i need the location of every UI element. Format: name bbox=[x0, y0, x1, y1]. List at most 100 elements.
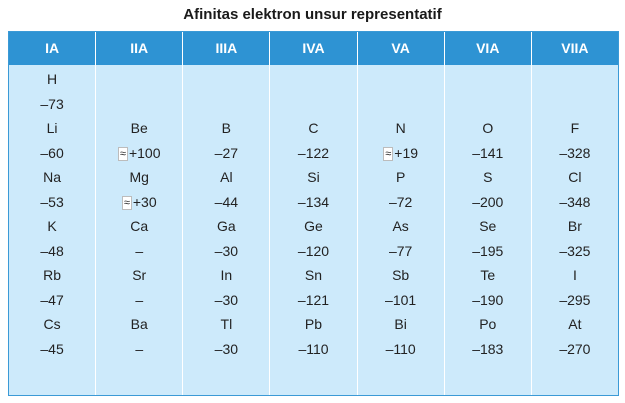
affinity-value-text: –110 bbox=[385, 341, 416, 357]
affinity-value: –47 bbox=[9, 288, 95, 312]
affinity-value: –270 bbox=[532, 337, 618, 361]
affinity-value bbox=[270, 92, 356, 116]
element-symbol: N bbox=[395, 120, 406, 136]
element-symbol: K bbox=[47, 218, 57, 234]
affinity-value-text: – bbox=[135, 341, 144, 357]
affinity-value: –122 bbox=[270, 141, 356, 165]
table-body: H –73 Li –60 Na –53 K –48 Rb –47 Cs –45 Be ≈ +100 Mg ≈ +3… bbox=[9, 65, 618, 395]
element-symbol: Se bbox=[479, 218, 497, 234]
affinity-value-text: –77 bbox=[388, 243, 413, 259]
affinity-value: –328 bbox=[532, 141, 618, 165]
affinity-value-text: –120 bbox=[297, 243, 330, 259]
affinity-value: –48 bbox=[9, 239, 95, 263]
group-column: F –328 Cl –348 Br –325 I –295 At –270 bbox=[532, 65, 618, 395]
element-symbol bbox=[445, 67, 531, 91]
header-group-ia: IA bbox=[9, 32, 97, 65]
affinity-value: –30 bbox=[183, 239, 269, 263]
affinity-value-text: –30 bbox=[214, 243, 239, 259]
group-column: B –27 Al –44 Ga –30 In –30 Tl –30 bbox=[183, 65, 271, 395]
table-title: Afinitas elektron unsur representatif bbox=[183, 6, 442, 23]
element-symbol: Tl bbox=[220, 316, 233, 332]
affinity-value: ≈ +30 bbox=[96, 190, 182, 214]
affinity-value: –121 bbox=[270, 288, 356, 312]
electron-affinity-table: IA IIA IIIA IVA VA VIA VIIA H –73 Li –60 Na –… bbox=[8, 31, 619, 396]
element-symbol: S bbox=[483, 169, 493, 185]
affinity-value: –295 bbox=[532, 288, 618, 312]
element-symbol bbox=[183, 67, 269, 91]
element-symbol: Te bbox=[480, 267, 496, 283]
approx-icon: ≈ bbox=[117, 147, 128, 161]
affinity-value: –30 bbox=[183, 337, 269, 361]
header-row: IA IIA IIIA IVA VA VIA VIIA bbox=[9, 32, 618, 65]
approx-icon: ≈ bbox=[383, 147, 394, 161]
group-column: C –122 Si –134 Ge –120 Sn –121 Pb –110 bbox=[270, 65, 358, 395]
affinity-value bbox=[445, 92, 531, 116]
affinity-value-text: –30 bbox=[214, 292, 239, 308]
element-symbol: C bbox=[308, 120, 319, 136]
affinity-value-text: –295 bbox=[559, 292, 591, 308]
affinity-value-text: – bbox=[135, 243, 144, 259]
affinity-value: –325 bbox=[532, 239, 618, 263]
group-column: Be ≈ +100 Mg ≈ +30 Ca – Sr – Ba – bbox=[96, 65, 184, 395]
affinity-value: –183 bbox=[445, 337, 531, 361]
affinity-value: –44 bbox=[183, 190, 269, 214]
element-symbol: Mg bbox=[129, 169, 149, 185]
approx-icon: ≈ bbox=[121, 196, 132, 210]
element-symbol: Cl bbox=[568, 169, 582, 185]
affinity-value-text: –348 bbox=[559, 194, 591, 210]
affinity-value: –120 bbox=[270, 239, 356, 263]
element-symbol: I bbox=[572, 267, 577, 283]
affinity-value: –60 bbox=[9, 141, 95, 165]
element-symbol: At bbox=[568, 316, 582, 332]
element-symbol: P bbox=[395, 169, 406, 185]
affinity-value: –73 bbox=[9, 92, 95, 116]
affinity-value-text: +30 bbox=[132, 194, 157, 210]
affinity-value-text: –122 bbox=[297, 145, 330, 161]
affinity-value: –195 bbox=[445, 239, 531, 263]
affinity-value: –53 bbox=[9, 190, 95, 214]
affinity-value-text: –325 bbox=[559, 243, 591, 259]
element-symbol: O bbox=[482, 120, 494, 136]
affinity-value: ≈ +100 bbox=[96, 141, 182, 165]
element-symbol: Ga bbox=[217, 218, 236, 234]
element-symbol: Be bbox=[130, 120, 148, 136]
element-symbol: Sb bbox=[392, 267, 410, 283]
element-symbol bbox=[358, 67, 444, 91]
affinity-value: – bbox=[96, 288, 182, 312]
affinity-value: –101 bbox=[358, 288, 444, 312]
affinity-value: –200 bbox=[445, 190, 531, 214]
header-group-via: VIA bbox=[445, 32, 532, 65]
affinity-value: ≈ +19 bbox=[358, 141, 444, 165]
element-symbol bbox=[270, 67, 356, 91]
element-symbol: Sr bbox=[132, 267, 147, 283]
header-group-iva: IVA bbox=[270, 32, 358, 65]
affinity-value: –134 bbox=[270, 190, 356, 214]
element-symbol: Br bbox=[567, 218, 582, 234]
affinity-value-text: +100 bbox=[128, 145, 161, 161]
affinity-value-text: –44 bbox=[214, 194, 239, 210]
element-symbol: Al bbox=[220, 169, 233, 185]
group-column: O –141 S –200 Se –195 Te –190 Po –183 bbox=[445, 65, 532, 395]
element-symbol: Ge bbox=[304, 218, 323, 234]
group-column: H –73 Li –60 Na –53 K –48 Rb –47 Cs –45 bbox=[9, 65, 97, 395]
affinity-value-text: –328 bbox=[559, 145, 591, 161]
header-group-iiia: IIIA bbox=[183, 32, 271, 65]
affinity-value-text: –121 bbox=[297, 292, 330, 308]
affinity-value-text: –190 bbox=[472, 292, 504, 308]
element-symbol: H bbox=[47, 71, 58, 87]
element-symbol: Rb bbox=[43, 267, 62, 283]
element-symbol: Cs bbox=[43, 316, 61, 332]
element-symbol: Po bbox=[479, 316, 497, 332]
element-symbol: Si bbox=[307, 169, 320, 185]
affinity-value-text: –110 bbox=[298, 341, 329, 357]
affinity-value-text: –53 bbox=[40, 194, 64, 210]
element-symbol: Pb bbox=[304, 316, 323, 332]
affinity-value: –110 bbox=[358, 337, 444, 361]
affinity-value-text: –200 bbox=[472, 194, 504, 210]
element-symbol bbox=[96, 67, 182, 91]
element-symbol: In bbox=[220, 267, 233, 283]
group-column: N ≈ +19 P –72 As –77 Sb –101 Bi –110 bbox=[358, 65, 445, 395]
affinity-value-text: –60 bbox=[40, 145, 64, 161]
affinity-value-text: – bbox=[135, 292, 144, 308]
